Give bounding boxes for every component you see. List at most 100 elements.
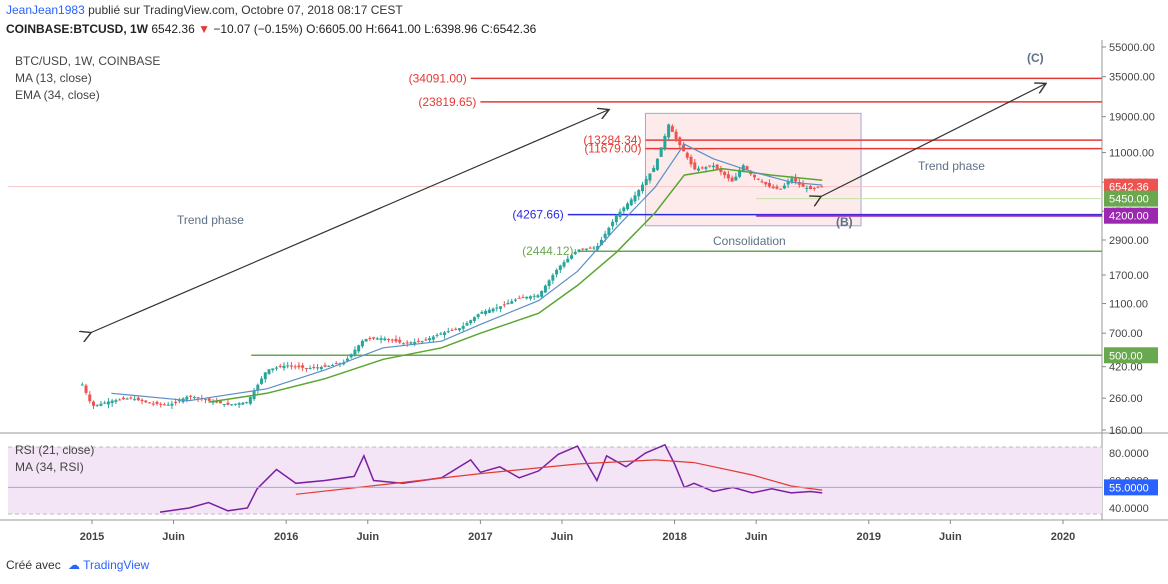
candle-body — [88, 394, 92, 402]
open-value: O:6605.00 — [306, 22, 363, 36]
candle-body — [133, 399, 137, 401]
rsi-ma-legend: MA (34, RSI) — [15, 460, 84, 474]
candle-body — [99, 403, 103, 406]
candle-body — [581, 248, 585, 250]
candle-body — [177, 400, 181, 402]
candle-body — [521, 297, 525, 299]
candle-body — [170, 403, 174, 406]
candle-body — [547, 280, 551, 287]
candle-body — [577, 249, 581, 251]
candle-body — [495, 307, 499, 309]
candle-body — [663, 135, 667, 149]
symbol-label: COINBASE:BTCUSD, 1W — [6, 22, 149, 36]
y-tick-label: 2900.00 — [1109, 235, 1149, 247]
candle-body — [809, 186, 813, 190]
candle-body — [543, 285, 547, 293]
candle-body — [633, 195, 637, 202]
candle-body — [678, 137, 682, 146]
candle-body — [614, 215, 618, 223]
price-tag-label: 500.00 — [1109, 350, 1143, 362]
candle-body — [151, 403, 155, 405]
x-tick-label: 2015 — [80, 531, 104, 543]
candle-body — [103, 402, 107, 404]
candle-body — [652, 167, 656, 173]
candle-body — [95, 404, 99, 406]
annotation-trend-left: Trend phase — [177, 213, 244, 227]
candle-body — [301, 365, 305, 368]
candle-body — [745, 166, 749, 170]
candle-body — [409, 342, 413, 344]
rsi-band — [8, 447, 1102, 514]
annotation-b: (B) — [836, 215, 853, 229]
candle-body — [375, 338, 379, 340]
candle-body — [484, 310, 488, 315]
candle-body — [428, 338, 432, 341]
annotation-trend-right: Trend phase — [918, 159, 985, 173]
candle-body — [327, 365, 331, 367]
x-tick-label: Juin — [551, 531, 574, 543]
candle-body — [558, 265, 562, 270]
candle-body — [775, 186, 779, 189]
candle-body — [155, 401, 159, 404]
author-link[interactable]: JeanJean1983 — [6, 3, 85, 17]
candle-body — [226, 402, 230, 405]
candle-body — [506, 302, 510, 305]
rsi-tick-label: 40.0000 — [1109, 503, 1149, 515]
footer: Créé avec ☁ TradingView — [6, 558, 149, 572]
candle-body — [387, 339, 391, 341]
candle-body — [84, 385, 88, 393]
candle-body — [700, 167, 704, 169]
y-tick-label: 420.00 — [1109, 362, 1143, 374]
candle-body — [532, 295, 536, 297]
candle-body — [760, 181, 764, 183]
tradingview-link[interactable]: ☁ TradingView — [68, 558, 149, 572]
candle-body — [592, 247, 596, 249]
down-triangle-icon: ▼ — [198, 22, 210, 36]
candle-body — [390, 339, 394, 341]
candle-body — [308, 367, 312, 369]
candle-body — [689, 156, 693, 165]
candle-body — [794, 177, 798, 182]
x-tick-label: Juin — [162, 531, 185, 543]
tradingview-brand: TradingView — [83, 558, 150, 572]
candle-body — [248, 397, 252, 404]
y-tick-label: 55000.00 — [1109, 42, 1155, 54]
candle-body — [443, 332, 447, 335]
last-price: 6542.36 — [151, 22, 195, 36]
ma-legend: MA (13, close) — [15, 71, 92, 85]
candle-body — [693, 162, 697, 170]
x-tick-label: 2018 — [662, 531, 686, 543]
annotation-consolidation: Consolidation — [713, 234, 786, 248]
candle-body — [715, 164, 719, 169]
candle-body — [637, 190, 641, 197]
candle-body — [607, 227, 611, 235]
x-tick-label: 2017 — [468, 531, 492, 543]
candle-body — [379, 338, 383, 340]
candle-body — [764, 181, 768, 185]
candle-body — [431, 336, 435, 340]
candle-body — [189, 395, 193, 397]
candle-body — [697, 168, 701, 171]
candle-body — [121, 397, 125, 400]
candle-body — [241, 402, 245, 405]
candle-body — [588, 247, 592, 249]
candle-body — [140, 399, 144, 402]
candle-body — [682, 144, 686, 152]
candle-body — [674, 131, 678, 140]
candle-body — [525, 296, 529, 299]
candle-body — [816, 186, 820, 188]
candle-body — [372, 337, 376, 339]
candle-body — [469, 320, 473, 324]
x-tick-label: 2019 — [857, 531, 881, 543]
published-text: publié sur TradingView.com, Octobre 07, … — [88, 3, 403, 17]
candle-body — [611, 221, 615, 227]
candle-body — [260, 378, 264, 384]
candle-body — [790, 178, 794, 182]
level-label: (4267.66) — [512, 208, 563, 222]
high-value: H:6641.00 — [365, 22, 421, 36]
candle-body — [416, 340, 420, 342]
candle-body — [457, 328, 461, 331]
y-tick-label: 160.00 — [1109, 425, 1143, 437]
candle-body — [472, 317, 476, 321]
